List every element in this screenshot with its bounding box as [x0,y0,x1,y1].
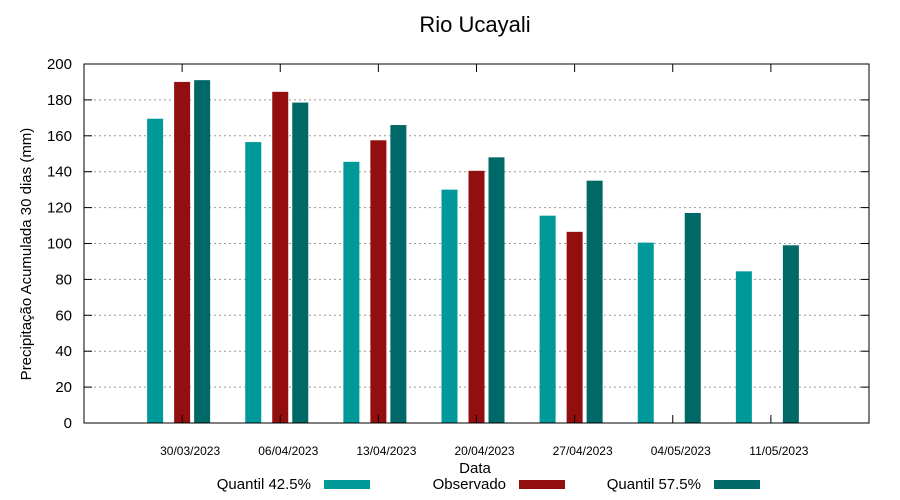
x-tick-label: 11/05/2023 [749,444,808,458]
bar-observado [566,231,583,423]
x-tick-label: 13/04/2023 [356,444,416,458]
bar-observado [468,170,485,423]
y-tick-label: 80 [55,271,72,288]
legend-label: Quantil 57.5% [607,476,701,493]
legend-swatch [324,480,370,489]
y-tick-label: 0 [64,415,72,432]
bar-quantil-42-5- [735,271,752,423]
y-tick-label: 160 [47,128,72,145]
x-tick-label: 30/03/2023 [160,444,220,458]
x-tick-label: 04/05/2023 [651,444,711,458]
x-tick-label: 20/04/2023 [454,444,514,458]
y-axis-label: Precipitação Acumulada 30 dias (mm) [18,128,35,381]
bar-quantil-57-5- [586,180,603,423]
x-axis-label: Data [459,460,491,477]
bar-quantil-42-5- [539,215,556,423]
bar-observado [370,140,387,423]
y-tick-label: 200 [47,56,72,73]
bar-quantil-42-5- [637,242,654,423]
bar-observado [272,91,289,423]
x-tick-label: 06/04/2023 [258,444,318,458]
bar-quantil-57-5- [488,157,505,423]
bar-observado [174,81,191,423]
bar-quantil-42-5- [441,189,458,423]
bar-quantil-57-5- [390,125,407,423]
y-tick-label: 140 [47,164,72,181]
legend-swatch [714,480,760,489]
y-tick-label: 100 [47,236,72,253]
legend-label: Observado [433,476,506,493]
bar-quantil-57-5- [684,212,701,423]
legend-swatch [519,480,565,489]
bar-quantil-57-5- [782,245,799,423]
bar-quantil-57-5- [194,80,211,423]
bar-quantil-42-5- [245,142,262,423]
legend-label: Quantil 42.5% [217,476,311,493]
bar-quantil-42-5- [343,161,360,423]
bar-quantil-57-5- [292,102,309,423]
y-tick-label: 40 [55,343,72,360]
y-tick-label: 120 [47,200,72,217]
y-tick-label: 180 [47,92,72,109]
chart-title: Rio Ucayali [419,12,530,37]
x-tick-label: 27/04/2023 [553,444,613,458]
y-tick-label: 60 [55,307,72,324]
y-tick-label: 20 [55,379,72,396]
bar-quantil-42-5- [147,118,164,423]
